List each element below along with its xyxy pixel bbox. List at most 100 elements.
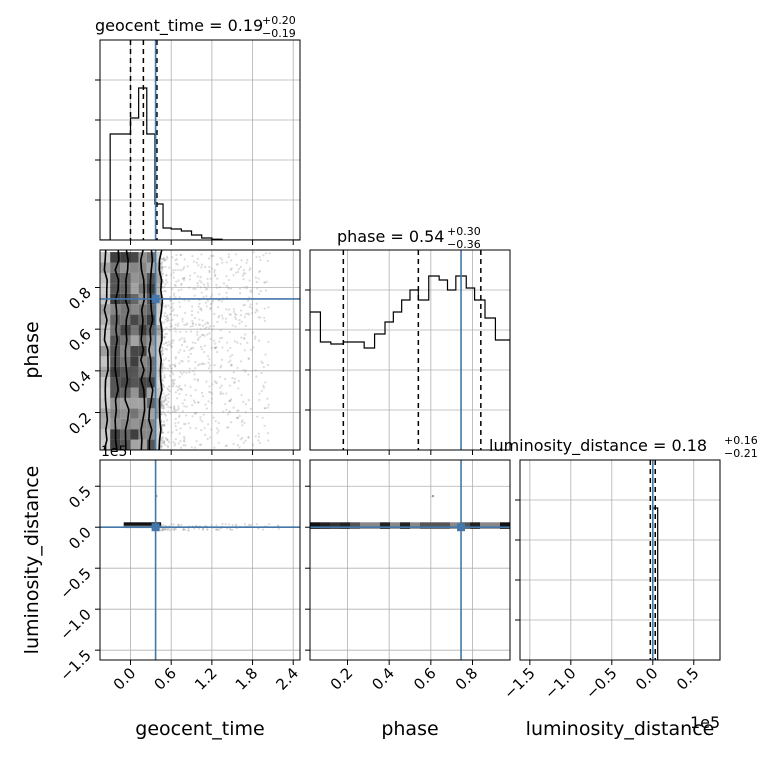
sample-point: [196, 378, 199, 381]
sample-point: [237, 379, 240, 383]
sample-point: [193, 316, 197, 320]
sample-point: [230, 363, 233, 366]
density-cell: [130, 397, 139, 409]
sample-point: [225, 291, 228, 294]
sample-point: [169, 299, 172, 302]
sample-point: [220, 314, 224, 317]
sample-point: [254, 435, 257, 438]
sample-point: [226, 341, 229, 344]
sample-point: [199, 328, 202, 331]
sample-point: [164, 304, 168, 307]
sample-point: [199, 345, 202, 348]
sample-point: [161, 366, 164, 369]
sample-point: [230, 421, 233, 424]
density-cell: [120, 366, 131, 378]
sample-point: [164, 318, 168, 321]
sample-point: [165, 528, 168, 531]
sample-point: [239, 438, 242, 441]
sample-point: [189, 352, 192, 355]
sample-point: [243, 315, 247, 318]
sample-point: [195, 411, 198, 415]
sample-point: [162, 392, 165, 395]
sample-point: [210, 428, 213, 431]
sample-point: [173, 405, 176, 408]
sample-point: [244, 272, 247, 275]
contour-left-1: [114, 250, 120, 450]
sample-point: [164, 315, 168, 318]
sample-point: [167, 410, 170, 413]
sample-point: [216, 528, 219, 531]
histogram-panel-luminosity-distance: [515, 459, 721, 665]
sample-point: [248, 523, 251, 526]
sample-point: [170, 367, 173, 370]
sample-point: [170, 528, 173, 531]
sample-point: [186, 322, 189, 325]
sample-point: [166, 405, 170, 408]
title-phase-plus: +0.30: [447, 225, 481, 238]
sample-point: [267, 403, 270, 406]
sample-point: [166, 387, 169, 390]
sample-point: [177, 324, 180, 328]
sample-point: [177, 442, 180, 445]
sample-point: [243, 286, 246, 289]
sample-point: [246, 299, 250, 302]
sample-point: [163, 328, 166, 332]
sample-point: [178, 384, 181, 388]
title-luminosity-distance-minus: −0.21: [724, 447, 758, 460]
x-tick-label-geocent-time: 2.4: [272, 664, 302, 694]
sample-point: [160, 407, 164, 410]
sample-point: [194, 360, 197, 364]
sample-point: [177, 279, 180, 282]
sample-point: [257, 439, 260, 442]
sample-point: [250, 288, 253, 291]
density-cell: [130, 335, 139, 346]
density-cell: [146, 314, 155, 325]
sample-point: [174, 442, 177, 445]
sample-point: [239, 309, 243, 312]
x-tick-label-phase: 0.6: [410, 664, 440, 694]
sample-point: [163, 321, 166, 324]
sample-point: [160, 444, 163, 448]
sample-point: [197, 311, 200, 314]
sample-point: [221, 261, 224, 264]
contour-right-1: [148, 250, 154, 450]
grid-lines: [100, 460, 300, 660]
sample-point: [178, 305, 182, 308]
sample-point: [159, 403, 163, 406]
sample-point: [239, 265, 242, 269]
sample-point: [215, 284, 218, 287]
sample-point: [254, 335, 257, 338]
sample-point: [160, 400, 163, 404]
sample-point: [235, 523, 238, 526]
sample-point: [161, 378, 164, 381]
sample-point: [162, 439, 165, 442]
sample-point: [232, 310, 236, 313]
grid-lines: [310, 460, 510, 660]
sample-point: [161, 441, 165, 444]
sample-point: [266, 432, 270, 435]
sample-point: [160, 404, 163, 408]
sample-point: [205, 326, 208, 329]
sample-point: [261, 361, 264, 365]
sample-point: [175, 262, 178, 265]
grid-lines: [520, 460, 720, 660]
truth-marker: [151, 294, 160, 303]
sample-point: [202, 413, 205, 416]
sample-point: [241, 424, 244, 427]
sample-point: [175, 428, 178, 432]
sample-point: [256, 415, 259, 418]
density-panel-geocent-time-luminosity-distance: [95, 459, 301, 665]
sample-point: [161, 368, 164, 371]
density-cell: [120, 304, 131, 315]
sample-point: [206, 528, 209, 531]
sample-point: [164, 342, 167, 345]
sample-point: [258, 398, 261, 402]
x-tick-label-luminosity-distance: −0.5: [582, 664, 620, 702]
sample-point: [199, 276, 202, 279]
sample-point: [193, 378, 196, 381]
sample-point: [187, 355, 190, 359]
sample-point: [163, 336, 166, 339]
sample-point: [193, 412, 197, 415]
sample-point: [162, 431, 165, 434]
sample-point: [229, 355, 232, 358]
